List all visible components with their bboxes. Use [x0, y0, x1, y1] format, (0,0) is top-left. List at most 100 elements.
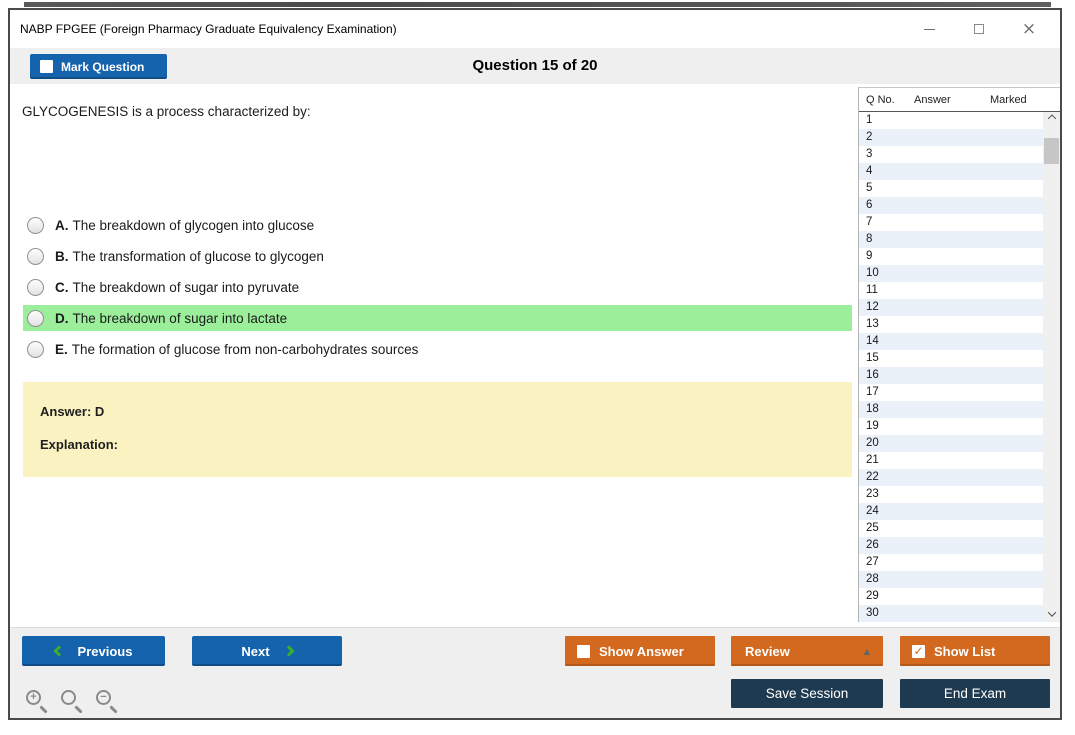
option-label: C. The breakdown of sugar into pyruvate: [55, 279, 300, 295]
window-titlebar: NABP FPGEE (Foreign Pharmacy Graduate Eq…: [10, 10, 1060, 48]
end-exam-label: End Exam: [943, 686, 1007, 701]
zoom-reset-button[interactable]: [61, 690, 85, 714]
magnifier-handle: [109, 705, 118, 714]
question-counter: Question 15 of 20: [472, 57, 598, 74]
question-list-row[interactable]: 13: [859, 316, 1043, 333]
option-label: D. The breakdown of sugar into lactate: [55, 310, 288, 326]
explanation-label: Explanation:: [40, 437, 119, 452]
question-list-row[interactable]: 12: [859, 299, 1043, 316]
show-answer-checkbox[interactable]: [577, 644, 590, 658]
question-list-row[interactable]: 10: [859, 265, 1043, 282]
minimize-icon: [923, 28, 935, 30]
magnifier-handle: [39, 705, 48, 714]
zoom-out-button[interactable]: −: [96, 690, 120, 714]
mark-question-checkbox[interactable]: [40, 60, 53, 73]
question-list-header: Q No. Answer Marked: [859, 88, 1060, 112]
magnifier-icon: [61, 690, 76, 705]
question-list-row[interactable]: 27: [859, 554, 1043, 571]
close-button[interactable]: ×: [1004, 10, 1054, 48]
show-answer-label: Show Answer: [599, 643, 684, 659]
radio-button[interactable]: [27, 309, 44, 327]
question-list-row[interactable]: 5: [859, 180, 1043, 197]
question-list-row[interactable]: 17: [859, 384, 1043, 401]
review-dropdown[interactable]: Review ▲: [731, 636, 883, 666]
scroll-down-button[interactable]: [1043, 606, 1060, 622]
question-list-row[interactable]: 24: [859, 503, 1043, 520]
question-list-row[interactable]: 4: [859, 163, 1043, 180]
question-list-row[interactable]: 7: [859, 214, 1043, 231]
next-button[interactable]: Next: [192, 636, 342, 666]
zoom-in-icon: +: [26, 690, 41, 705]
option-b[interactable]: B. The transformation of glucose to glyco…: [23, 243, 852, 269]
question-list-row[interactable]: 2: [859, 129, 1043, 146]
close-icon: ×: [1021, 18, 1037, 39]
zoom-in-button[interactable]: +: [26, 690, 50, 714]
answer-box: Answer: D Explanation:: [23, 382, 852, 477]
maximize-icon: [974, 24, 984, 34]
scrollbar-thumb[interactable]: [1044, 138, 1059, 164]
option-a[interactable]: A. The breakdown of glycogen into glucose: [23, 212, 852, 238]
chevron-up-icon: [1047, 114, 1056, 123]
magnifier-handle: [74, 705, 83, 714]
mark-question-button[interactable]: Mark Question: [30, 54, 167, 79]
previous-label: Previous: [77, 643, 133, 659]
option-e[interactable]: E. The formation of glucose from non-carb…: [23, 336, 852, 362]
zoom-out-icon: −: [96, 690, 111, 705]
question-list-row[interactable]: 9: [859, 248, 1043, 265]
question-list-row[interactable]: 28: [859, 571, 1043, 588]
question-list-row[interactable]: 25: [859, 520, 1043, 537]
option-label: A. The breakdown of glycogen into glucose: [55, 217, 315, 233]
minimize-button[interactable]: [904, 10, 954, 48]
dropdown-arrow-icon: ▲: [863, 646, 870, 656]
save-session-label: Save Session: [765, 686, 849, 701]
question-list-row[interactable]: 1: [859, 112, 1043, 129]
question-list-row[interactable]: 30: [859, 605, 1043, 622]
chevron-down-icon: [1047, 608, 1056, 617]
save-session-button[interactable]: Save Session: [731, 679, 883, 708]
zoom-toolbar: + −: [26, 690, 120, 714]
radio-button[interactable]: [27, 278, 44, 296]
question-list-row[interactable]: 11: [859, 282, 1043, 299]
question-list-row[interactable]: 18: [859, 401, 1043, 418]
radio-button[interactable]: [27, 247, 44, 265]
answer-label: Answer: D: [40, 404, 105, 419]
radio-button[interactable]: [27, 216, 44, 234]
question-list-body: 1 2 3 4 5 6 7 8 9 10 11 12 13 14 15 16 17 18 19 20 21 22 23 24 2…: [859, 112, 1060, 622]
maximize-button[interactable]: [954, 10, 1004, 48]
end-exam-button[interactable]: End Exam: [900, 679, 1050, 708]
mark-question-label: Mark Question: [61, 59, 145, 74]
question-list-row[interactable]: 3: [859, 146, 1043, 163]
next-label: Next: [241, 643, 270, 659]
radio-button[interactable]: [27, 340, 44, 358]
question-area: GLYCOGENESIS is a process characterized …: [10, 84, 858, 627]
column-answer: Answer: [914, 93, 951, 106]
question-list-row[interactable]: 6: [859, 197, 1043, 214]
option-c[interactable]: C. The breakdown of sugar into pyruvate: [23, 274, 852, 300]
question-list-rows: 1 2 3 4 5 6 7 8 9 10 11 12 13 14 15 16 17 18 19 20 21 22 23 24 2…: [859, 112, 1043, 622]
question-list-row[interactable]: 16: [859, 367, 1043, 384]
footer-bar: Previous Next Show Answer Review ▲ ✓ Sho…: [10, 627, 1060, 718]
question-list-row[interactable]: 20: [859, 435, 1043, 452]
question-list-row[interactable]: 8: [859, 231, 1043, 248]
show-list-checkbox[interactable]: ✓: [912, 644, 925, 658]
toolbar: Question 15 of 20 Mark Question: [10, 48, 1060, 84]
show-answer-button[interactable]: Show Answer: [565, 636, 715, 666]
show-list-label: Show List: [934, 643, 996, 659]
show-list-button[interactable]: ✓ Show List: [900, 636, 1050, 666]
background-window-edge: [24, 2, 1051, 7]
question-list-row[interactable]: 26: [859, 537, 1043, 554]
question-list-row[interactable]: 29: [859, 588, 1043, 605]
question-list-row[interactable]: 19: [859, 418, 1043, 435]
question-list-scrollbar[interactable]: [1043, 112, 1060, 622]
previous-button[interactable]: Previous: [22, 636, 165, 666]
check-icon: ✓: [913, 644, 924, 658]
question-list-row[interactable]: 21: [859, 452, 1043, 469]
scroll-up-button[interactable]: [1043, 112, 1060, 128]
question-list-row[interactable]: 23: [859, 486, 1043, 503]
question-list-row[interactable]: 22: [859, 469, 1043, 486]
question-list-row[interactable]: 14: [859, 333, 1043, 350]
question-list-row[interactable]: 15: [859, 350, 1043, 367]
option-label: E. The formation of glucose from non-carb…: [55, 341, 419, 357]
option-d[interactable]: D. The breakdown of sugar into lactate: [23, 305, 852, 331]
window-title: NABP FPGEE (Foreign Pharmacy Graduate Eq…: [20, 22, 397, 36]
